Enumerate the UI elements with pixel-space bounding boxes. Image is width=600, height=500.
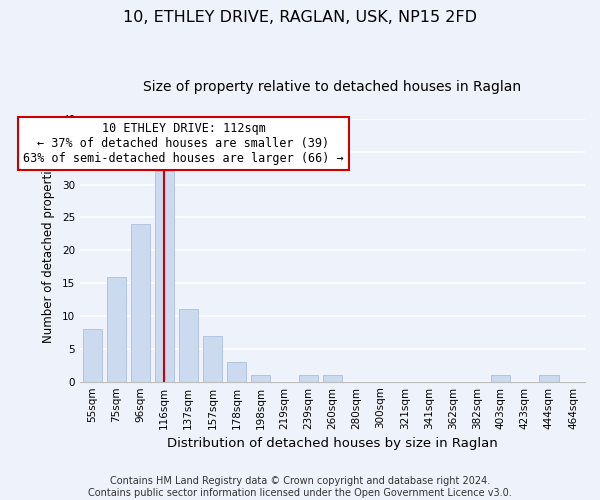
Text: 10, ETHLEY DRIVE, RAGLAN, USK, NP15 2FD: 10, ETHLEY DRIVE, RAGLAN, USK, NP15 2FD (123, 10, 477, 25)
Text: Contains HM Land Registry data © Crown copyright and database right 2024.
Contai: Contains HM Land Registry data © Crown c… (88, 476, 512, 498)
Text: 10 ETHLEY DRIVE: 112sqm
← 37% of detached houses are smaller (39)
63% of semi-de: 10 ETHLEY DRIVE: 112sqm ← 37% of detache… (23, 122, 344, 165)
Bar (131, 224, 150, 382)
Bar (83, 329, 102, 382)
Y-axis label: Number of detached properties: Number of detached properties (42, 157, 55, 343)
Bar (539, 375, 559, 382)
Bar (227, 362, 246, 382)
X-axis label: Distribution of detached houses by size in Raglan: Distribution of detached houses by size … (167, 437, 498, 450)
Bar (155, 172, 174, 382)
Bar (179, 310, 198, 382)
Bar (323, 375, 342, 382)
Bar (299, 375, 318, 382)
Bar (203, 336, 222, 382)
Bar (251, 375, 270, 382)
Bar (491, 375, 511, 382)
Bar (107, 276, 126, 382)
Title: Size of property relative to detached houses in Raglan: Size of property relative to detached ho… (143, 80, 521, 94)
